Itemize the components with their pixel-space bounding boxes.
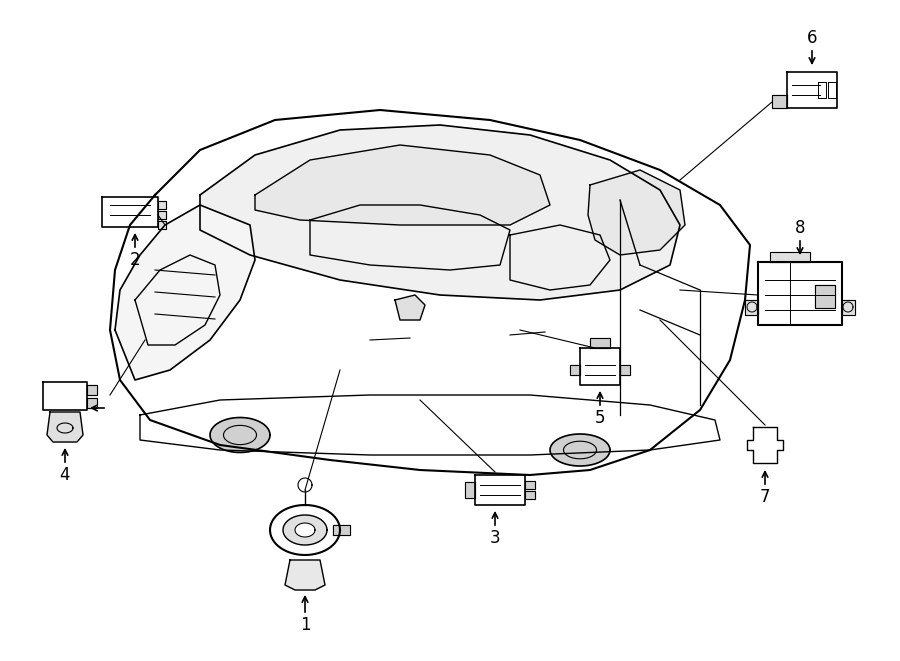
- Polygon shape: [110, 110, 750, 475]
- Text: 1: 1: [300, 616, 310, 634]
- Polygon shape: [550, 434, 610, 466]
- Text: 8: 8: [795, 219, 806, 237]
- Polygon shape: [570, 365, 580, 375]
- Polygon shape: [158, 211, 166, 219]
- Polygon shape: [87, 385, 97, 395]
- Polygon shape: [395, 295, 425, 320]
- Polygon shape: [770, 252, 810, 262]
- Polygon shape: [283, 515, 327, 545]
- Polygon shape: [745, 300, 758, 315]
- Text: 2: 2: [130, 251, 140, 269]
- Polygon shape: [285, 560, 325, 590]
- Polygon shape: [200, 125, 680, 300]
- Polygon shape: [295, 523, 315, 537]
- Polygon shape: [525, 491, 535, 499]
- Polygon shape: [43, 382, 87, 410]
- Polygon shape: [815, 285, 835, 308]
- Polygon shape: [298, 478, 312, 492]
- Polygon shape: [102, 197, 158, 227]
- Polygon shape: [465, 482, 475, 498]
- Polygon shape: [787, 72, 837, 108]
- Polygon shape: [620, 365, 630, 375]
- Polygon shape: [87, 398, 97, 408]
- Polygon shape: [580, 348, 620, 385]
- Polygon shape: [842, 300, 855, 315]
- Text: 6: 6: [806, 29, 817, 47]
- Polygon shape: [588, 170, 685, 255]
- Polygon shape: [158, 221, 166, 229]
- Text: 3: 3: [490, 529, 500, 547]
- Polygon shape: [47, 412, 83, 442]
- Polygon shape: [758, 262, 842, 325]
- Polygon shape: [270, 505, 340, 555]
- Text: 7: 7: [760, 488, 770, 506]
- Polygon shape: [255, 145, 550, 225]
- Polygon shape: [525, 481, 535, 489]
- Polygon shape: [115, 205, 255, 380]
- Polygon shape: [158, 201, 166, 209]
- Polygon shape: [747, 427, 783, 463]
- Polygon shape: [475, 475, 525, 505]
- Text: 5: 5: [595, 409, 605, 427]
- Text: 4: 4: [59, 466, 70, 484]
- Polygon shape: [210, 418, 270, 453]
- Polygon shape: [590, 338, 610, 348]
- Polygon shape: [772, 95, 787, 108]
- Polygon shape: [333, 525, 350, 535]
